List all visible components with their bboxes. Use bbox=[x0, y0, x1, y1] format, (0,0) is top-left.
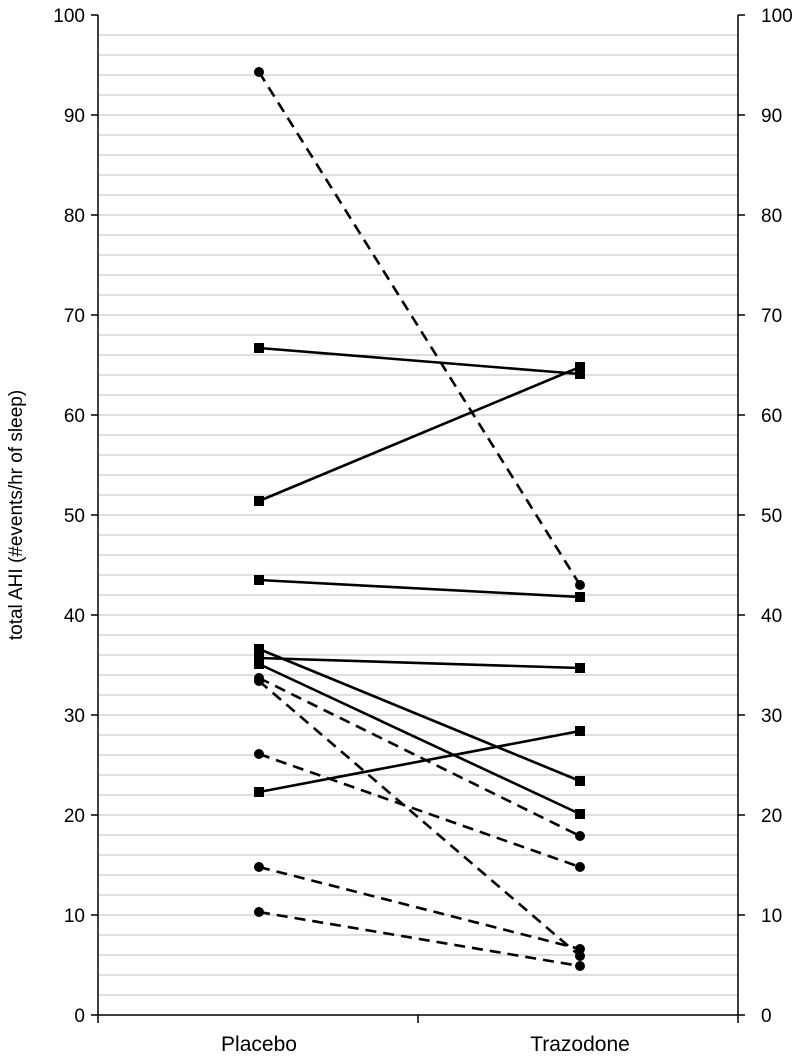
axes-layer bbox=[91, 14, 745, 1023]
series-line bbox=[258, 365, 581, 503]
data-point-square bbox=[254, 343, 264, 353]
y-tick-label-left: 60 bbox=[64, 406, 85, 427]
grid-layer bbox=[98, 34, 738, 996]
x-category-label: Placebo bbox=[221, 1033, 297, 1056]
y-tick-label-left: 50 bbox=[64, 506, 85, 527]
y-tick-label-left: 70 bbox=[64, 306, 85, 327]
y-tick-label-left: 40 bbox=[64, 606, 85, 627]
y-tick-label-left: 20 bbox=[64, 806, 85, 827]
data-point-circle bbox=[254, 907, 264, 917]
series-line bbox=[258, 729, 581, 794]
data-point-square bbox=[254, 653, 264, 663]
series-line bbox=[258, 656, 581, 670]
y-tick-label-left: 10 bbox=[64, 906, 85, 927]
y-tick-label-right: 80 bbox=[761, 206, 782, 227]
series-line bbox=[258, 910, 581, 968]
data-point-square bbox=[575, 776, 585, 786]
series-line bbox=[258, 578, 581, 599]
data-point-circle bbox=[575, 831, 585, 841]
data-point-square bbox=[254, 575, 264, 585]
y-tick-label-right: 50 bbox=[761, 506, 782, 527]
series-line bbox=[257, 71, 582, 586]
data-point-circle bbox=[254, 862, 264, 872]
data-point-square bbox=[254, 496, 264, 506]
y-tick-label-left: 0 bbox=[74, 1006, 85, 1027]
y-tick-label-right: 40 bbox=[761, 606, 782, 627]
data-point-square bbox=[575, 809, 585, 819]
data-point-square bbox=[254, 787, 264, 797]
data-point-circle bbox=[254, 749, 264, 759]
y-tick-label-left: 30 bbox=[64, 706, 85, 727]
y-tick-label-right: 30 bbox=[761, 706, 782, 727]
data-point-circle bbox=[575, 580, 585, 590]
series-line bbox=[258, 662, 581, 816]
data-point-square bbox=[575, 362, 585, 372]
y-tick-label-right: 0 bbox=[761, 1006, 772, 1027]
y-tick-label-right: 60 bbox=[761, 406, 782, 427]
data-point-square bbox=[575, 592, 585, 602]
data-point-square bbox=[575, 663, 585, 673]
data-point-square bbox=[254, 659, 264, 669]
series-line bbox=[258, 865, 581, 951]
series-layer bbox=[254, 67, 585, 971]
data-point-square bbox=[575, 369, 585, 379]
data-point-circle bbox=[254, 67, 264, 77]
data-point-circle bbox=[254, 676, 264, 686]
y-tick-label-left: 80 bbox=[64, 206, 85, 227]
series-line bbox=[258, 647, 581, 783]
y-tick-label-left: 90 bbox=[64, 106, 85, 127]
data-point-circle bbox=[575, 862, 585, 872]
y-axis-title: total AHI (#events/hr of sleep) bbox=[6, 390, 27, 640]
series-line bbox=[258, 680, 581, 957]
y-tick-label-left: 100 bbox=[53, 6, 85, 27]
y-tick-label-right: 70 bbox=[761, 306, 782, 327]
x-category-label: Trazodone bbox=[530, 1033, 630, 1056]
series-line bbox=[258, 676, 581, 838]
series-line bbox=[258, 752, 581, 869]
y-tick-label-right: 20 bbox=[761, 806, 782, 827]
label-layer: 0 0 10 10 20 20 30 30 40 40 50 50 60 60 70 70 80 80 90 90 10… bbox=[53, 6, 792, 1056]
y-tick-label-right: 10 bbox=[761, 906, 782, 927]
data-point-circle bbox=[575, 944, 585, 954]
data-point-square bbox=[254, 644, 264, 654]
data-point-circle bbox=[575, 961, 585, 971]
series-line bbox=[258, 346, 581, 376]
y-tick-label-right: 100 bbox=[761, 6, 793, 27]
data-point-square bbox=[575, 726, 585, 736]
data-point-circle bbox=[575, 951, 585, 961]
y-tick-label-right: 90 bbox=[761, 106, 782, 127]
